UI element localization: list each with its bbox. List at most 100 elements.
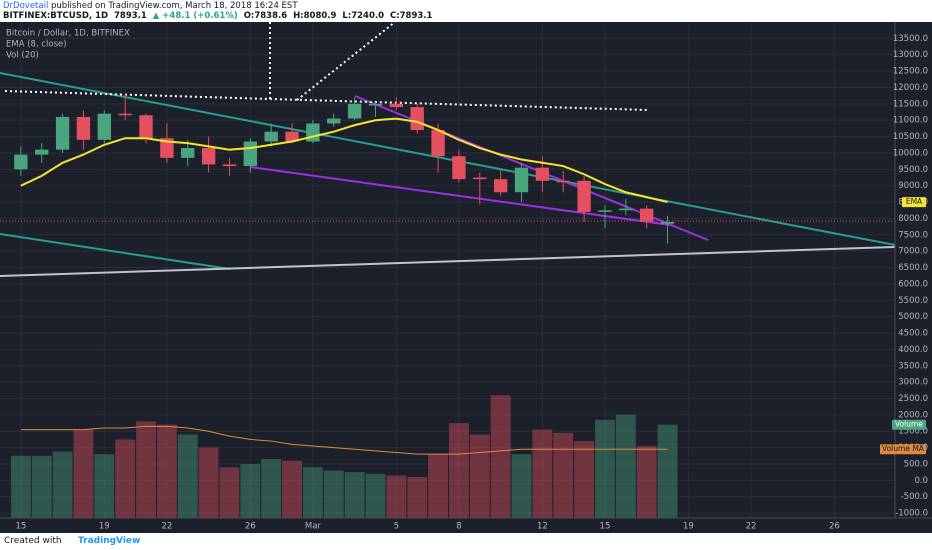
volume-bar: [407, 477, 428, 518]
legend: Bitcoin / Dollar, 1D, BITFINEX: [6, 29, 130, 39]
y-tick-label: -500.0: [901, 492, 928, 502]
x-tick-label: 12: [537, 522, 548, 532]
y-tick-label: 13000.0: [893, 50, 928, 60]
ohlc: L:7240.0: [342, 11, 385, 21]
candle-body: [181, 148, 195, 158]
y-tick-label: 5500.0: [898, 296, 928, 306]
axis-tag-box: [902, 197, 926, 208]
volume-bar: [73, 429, 94, 518]
brand[interactable]: TradingView: [78, 536, 141, 546]
volume-bar: [490, 395, 511, 518]
y-tick-label: 5000.0: [898, 312, 928, 322]
volume-bar: [94, 454, 115, 518]
candle-body: [160, 138, 174, 158]
candle-body: [598, 210, 612, 212]
y-tick-label: 13500.0: [893, 34, 928, 44]
footer: Created with TradingView: [0, 533, 932, 550]
x-tick-label: 22: [746, 522, 757, 532]
candle-body: [97, 113, 111, 140]
y-tick-label: 3500.0: [898, 361, 928, 371]
candle-body: [347, 103, 362, 119]
volume-bar: [198, 447, 219, 518]
volume-pane: [10, 395, 678, 518]
ohlc: C:7893.1: [390, 11, 433, 21]
candle-body: [368, 103, 383, 106]
y-tick-label: 12000.0: [893, 83, 928, 93]
candle-body: [222, 164, 237, 167]
candle-body: [55, 116, 70, 150]
volume-bar: [344, 472, 365, 518]
volume-bar: [553, 432, 574, 518]
candle-body: [306, 123, 320, 142]
y-tick-label: 7500.0: [898, 230, 928, 240]
candle-body: [14, 154, 28, 170]
change: ▲ +48.1 (+0.61%): [152, 11, 238, 21]
candle-body: [473, 177, 487, 180]
candle-body: [201, 148, 216, 165]
candle-body: [285, 131, 299, 142]
y-tick-label: 6500.0: [898, 263, 928, 273]
y-tick-label: 11500.0: [893, 99, 928, 109]
y-tick-label: 11000.0: [893, 116, 928, 126]
volume-bar: [428, 454, 448, 518]
x-tick-label: 26: [245, 522, 256, 532]
y-tick-label: 12500.0: [893, 67, 928, 77]
x-tick-label: 8: [456, 522, 461, 532]
volume-bar: [261, 459, 282, 518]
trend-line: [0, 72, 896, 246]
wedge-line: [249, 166, 671, 226]
y-tick-label: 2000.0: [898, 410, 928, 420]
volume-bar: [177, 434, 198, 518]
legend: Vol (20): [6, 51, 39, 61]
y-tick-label: 4000.0: [898, 345, 928, 355]
candle-body: [431, 130, 445, 157]
volume-bar: [511, 454, 532, 518]
candle-body: [118, 113, 132, 116]
x-tick-label: 19: [99, 522, 110, 532]
y-tick-label: 0.0: [914, 476, 928, 486]
indicator-line: [20, 425, 668, 455]
trend-line: [0, 233, 231, 270]
y-tick-label: -1000.0: [895, 509, 928, 519]
candle-body: [514, 167, 529, 193]
axes: -1000.0-500.00.0500.01000.01500.02000.02…: [15, 34, 928, 532]
axis-tag-box: [892, 419, 926, 430]
ohlc: O:7838.6: [243, 11, 288, 21]
volume-bar: [595, 419, 615, 518]
candle-body: [389, 103, 404, 108]
created: Created with: [4, 536, 62, 546]
volume-bar: [636, 445, 657, 518]
dotted-line: [296, 21, 396, 101]
volume-bar: [240, 463, 261, 518]
y-tick-label: 7000.0: [898, 247, 928, 257]
symbol: BITFINEX:BTCUSD, 1D: [3, 11, 109, 21]
volume-bar: [136, 421, 156, 518]
published: published on TradingView.com, March 18, …: [51, 1, 298, 11]
volume-bar: [31, 455, 52, 518]
volume-bar: [449, 423, 469, 518]
grid: [0, 22, 895, 518]
y-tick-label: 10500.0: [893, 132, 928, 142]
legend: EMA (8, close): [6, 40, 67, 50]
axis-tag-box: [880, 444, 926, 455]
x-tick-label: 19: [683, 522, 694, 532]
candle-body: [535, 167, 550, 181]
indicator-line: [20, 117, 668, 204]
axis-tag-label: Volume: [895, 420, 923, 429]
y-tick-label: 500.0: [904, 459, 928, 469]
candle-body: [139, 115, 153, 139]
author[interactable]: DrDovetail: [3, 1, 49, 11]
x-tick-label: 22: [161, 522, 172, 532]
y-tick-label: 3000.0: [898, 378, 928, 388]
ohlc: H:8080.9: [293, 11, 337, 21]
candles: [14, 94, 675, 455]
candle-body: [619, 208, 633, 211]
volume-bar: [282, 460, 302, 518]
axis-tag-label: EMA: [906, 197, 923, 206]
x-tick-label: 15: [600, 522, 611, 532]
volume-bar: [615, 414, 636, 518]
volume-bar: [469, 434, 490, 518]
volume-bar: [10, 455, 31, 518]
axis-tag: Volume MA: [880, 444, 926, 455]
